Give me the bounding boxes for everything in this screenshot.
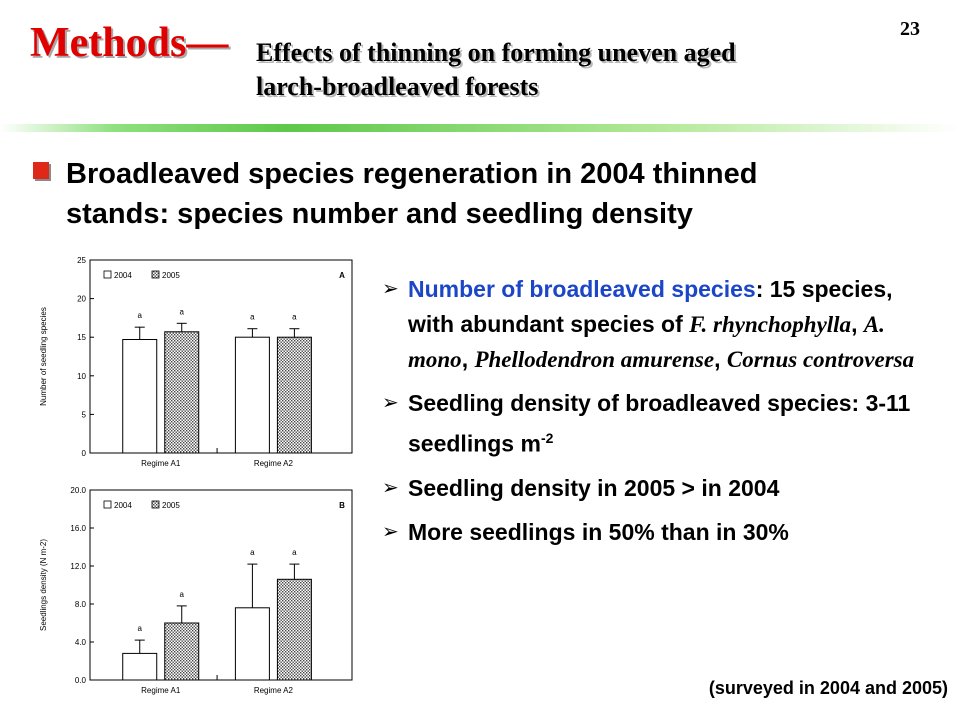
y-tick-label: 20 [77,295,86,304]
y-tick-label: 4.0 [75,638,87,647]
bar [234,336,270,454]
legend-swatch [151,270,160,279]
finding-label: Number of broadleaved species [408,276,756,302]
y-tick-label: 10 [77,372,86,381]
legend-label: 2004 [114,271,132,280]
title-subtitle: Effects of thinning on forming uneven ag… [256,36,736,104]
y-tick-label: 15 [77,333,86,342]
significance-letter: a [250,548,255,557]
significance-letter: a [138,624,143,633]
heading-bullet-icon [33,162,49,179]
chart-b-frame [89,489,353,681]
legend-swatch [103,270,112,279]
finding-intensity-comparison: ➢ More seedlings in 50% than in 30% [382,515,942,550]
arrow-bullet-icon: ➢ [382,476,399,499]
title-subtitle-line2: larch-broadleaved forests [256,72,539,101]
bar [276,578,312,681]
bar [164,331,200,454]
arrow-bullet-icon: ➢ [382,520,399,543]
chart-a-frame [89,259,353,454]
chart-b-svg: 0.0 4.0 8.0 12.0 16.0 20.0 Seedlings density (… [39,486,353,695]
significance-letter: a [180,590,185,599]
section-heading-line2: stands: species number and seedling dens… [66,198,693,230]
bar [122,652,158,681]
arrow-bullet-icon: ➢ [382,278,399,300]
significance-letter: a [180,307,185,316]
significance-letter: a [292,548,297,557]
legend-label: 2004 [114,501,132,510]
significance-letter: a [138,311,143,320]
y-tick-label: 5 [82,410,87,419]
y-tick-label: 0.0 [75,676,87,685]
species-name: Cornus controversa [726,347,915,372]
x-tick-label: Regime A2 [254,459,294,468]
y-axis-label: Seedlings density (N m-2) [39,539,48,631]
finding-year-comparison: ➢ Seedling density in 2005 > in 2004 [382,471,942,506]
separator-text: , [714,346,727,372]
finding-text: Seedling density in 2005 > in 2004 [408,474,780,501]
species-name: F. rhynchophylla [689,312,852,337]
bar [164,622,200,681]
section-heading-line1: Broadleaved species regeneration in 2004… [66,158,758,190]
x-tick-label: Regime A1 [141,686,181,695]
finding-seedling-density: ➢ Seedling density of broadleaved specie… [382,386,942,462]
arrow-bullet-icon: ➢ [382,392,399,414]
x-tick-label: Regime A1 [141,459,181,468]
separator-text: , [461,346,475,372]
findings-list: ➢ Number of broadleaved species: 15 spec… [382,272,942,559]
bar [122,339,158,454]
legend-label: 2005 [162,271,180,280]
title-divider [0,124,960,132]
separator-text: , [851,311,864,337]
y-tick-label: 8.0 [75,600,87,609]
finding-text: Seedling density of broadleaved species:… [408,390,911,457]
bar [234,607,270,681]
survey-note: (surveyed in 2004 and 2005) [708,678,948,698]
y-tick-label: 16.0 [70,524,86,533]
unit-superscript: -2 [540,430,554,446]
y-tick-label: 25 [77,256,86,265]
legend-swatch [103,500,112,509]
section-heading: Broadleaved species regeneration in 2004… [66,154,926,234]
finding-species-number: ➢ Number of broadleaved species: 15 spec… [382,272,942,377]
significance-letter: a [292,313,297,322]
finding-text: : 15 species, with abundant species of [408,276,893,337]
bar [276,336,312,454]
species-name: Phellodendron amurense [474,347,715,372]
significance-letter: a [250,313,255,322]
chart-a-svg: 0 5 10 15 20 25 Number of seedling species A 200… [39,256,353,468]
legend-swatch [151,500,160,509]
finding-text: More seedlings in 50% than in 30% [408,518,789,545]
species-name: A. mono [408,312,885,372]
title-subtitle-line1: Effects of thinning on forming uneven ag… [256,38,736,67]
slide-number: 23 [900,18,920,40]
x-tick-label: Regime A2 [254,686,294,695]
y-tick-label: 20.0 [70,486,86,495]
y-tick-label: 12.0 [70,562,86,571]
y-tick-label: 0 [82,449,87,458]
legend-label: 2005 [162,501,180,510]
figure-a: 0 5 10 15 20 25 Number of seedling species A 200… [30,250,360,472]
y-axis-label: Number of seedling species [39,307,48,406]
figure-b: 0.0 4.0 8.0 12.0 16.0 20.0 Seedlings density (… [30,480,360,702]
title-main: Methods— [30,20,229,66]
panel-label: B [339,501,345,510]
panel-label: A [339,271,345,280]
